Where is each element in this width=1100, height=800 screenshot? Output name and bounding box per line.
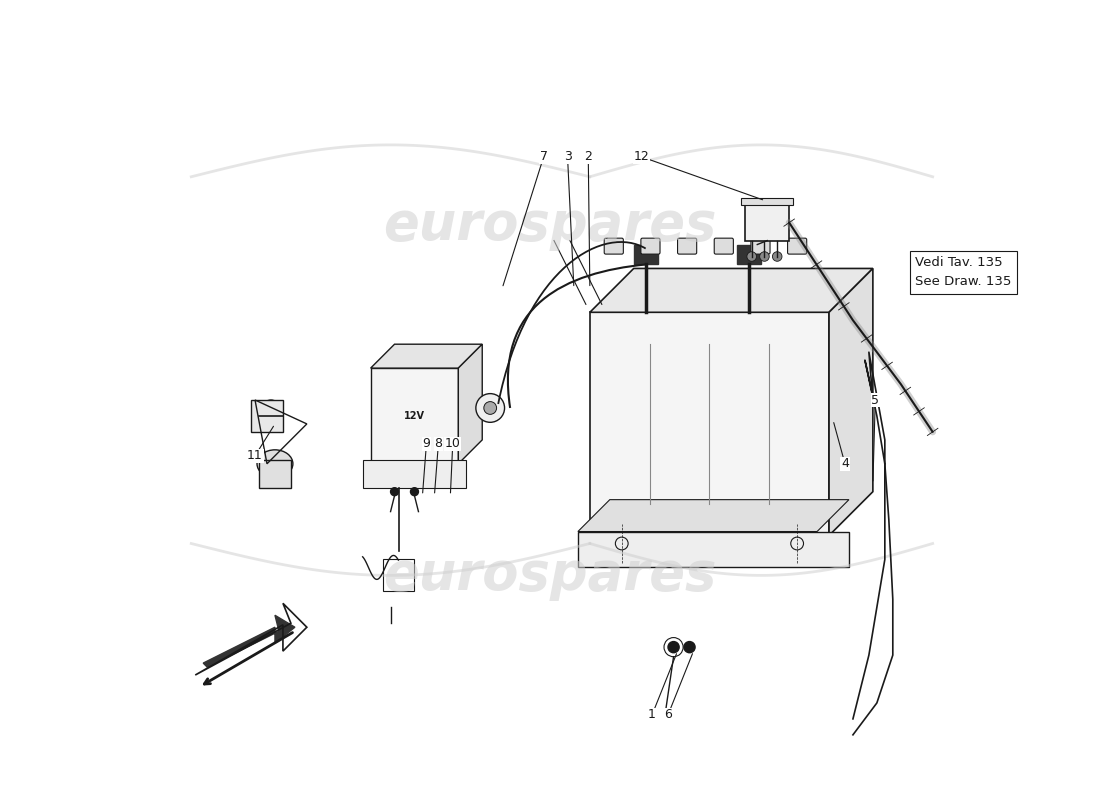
Text: 3: 3 bbox=[563, 150, 572, 163]
Polygon shape bbox=[578, 500, 849, 531]
Text: 4: 4 bbox=[842, 458, 849, 470]
FancyBboxPatch shape bbox=[604, 238, 624, 254]
Polygon shape bbox=[204, 615, 295, 667]
Polygon shape bbox=[459, 344, 482, 464]
Ellipse shape bbox=[257, 450, 293, 478]
Text: 1: 1 bbox=[648, 709, 656, 722]
Text: 6: 6 bbox=[664, 709, 672, 722]
Text: 8: 8 bbox=[434, 438, 442, 450]
Text: 9: 9 bbox=[422, 438, 430, 450]
Bar bbox=[634, 245, 658, 265]
Text: 12: 12 bbox=[634, 150, 650, 163]
Text: eurospares: eurospares bbox=[383, 550, 717, 602]
Text: 12V: 12V bbox=[404, 411, 425, 421]
Circle shape bbox=[476, 394, 505, 422]
Circle shape bbox=[684, 642, 695, 653]
Polygon shape bbox=[590, 269, 873, 312]
FancyBboxPatch shape bbox=[746, 205, 789, 241]
FancyBboxPatch shape bbox=[678, 238, 696, 254]
Text: Vedi Tav. 135
See Draw. 135: Vedi Tav. 135 See Draw. 135 bbox=[915, 257, 1012, 289]
Text: 11: 11 bbox=[248, 450, 263, 462]
FancyBboxPatch shape bbox=[714, 238, 734, 254]
Text: eurospares: eurospares bbox=[383, 198, 717, 250]
Bar bbox=[258, 460, 290, 488]
Text: 5: 5 bbox=[871, 394, 879, 406]
Circle shape bbox=[668, 642, 679, 653]
Circle shape bbox=[772, 252, 782, 262]
Circle shape bbox=[484, 402, 496, 414]
FancyBboxPatch shape bbox=[371, 368, 459, 464]
Circle shape bbox=[410, 488, 418, 496]
Text: 7: 7 bbox=[540, 150, 548, 163]
Bar bbox=[741, 198, 793, 205]
FancyBboxPatch shape bbox=[578, 531, 849, 567]
Bar bbox=[363, 460, 466, 488]
Text: 2: 2 bbox=[584, 150, 592, 163]
Circle shape bbox=[760, 252, 769, 262]
Polygon shape bbox=[829, 269, 873, 535]
FancyBboxPatch shape bbox=[751, 238, 770, 254]
Bar bbox=[383, 559, 415, 591]
Circle shape bbox=[390, 488, 398, 496]
Text: 10: 10 bbox=[444, 438, 461, 450]
Ellipse shape bbox=[258, 400, 283, 432]
Circle shape bbox=[747, 252, 757, 262]
Polygon shape bbox=[371, 344, 482, 368]
FancyBboxPatch shape bbox=[641, 238, 660, 254]
FancyBboxPatch shape bbox=[590, 312, 829, 535]
Bar bbox=[251, 400, 283, 432]
Bar bbox=[737, 245, 761, 265]
FancyBboxPatch shape bbox=[788, 238, 806, 254]
